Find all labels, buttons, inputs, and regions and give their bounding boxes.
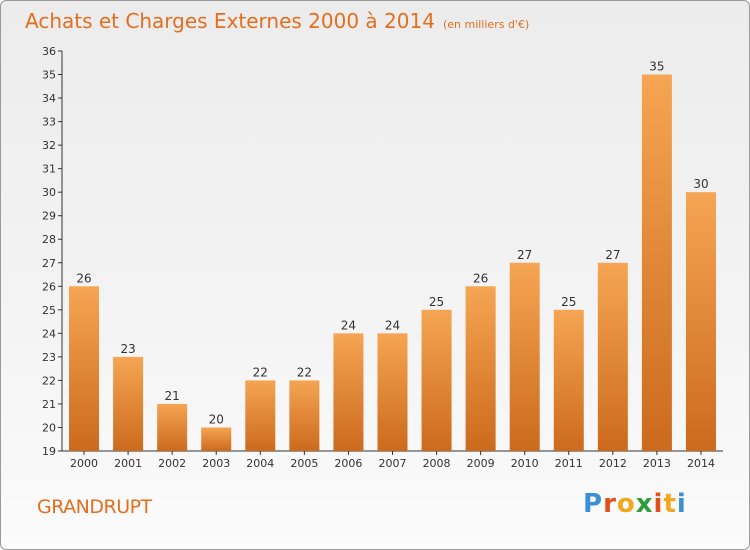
data-label: 30 (693, 177, 708, 191)
x-tick-label: 2005 (290, 457, 318, 470)
bar (641, 74, 672, 451)
x-tick-label: 2010 (511, 457, 539, 470)
data-label: 35 (649, 60, 664, 74)
x-tick-label: 2007 (379, 457, 407, 470)
bar (113, 356, 144, 451)
bar (157, 403, 188, 451)
data-label: 27 (517, 248, 532, 262)
data-label: 24 (385, 318, 400, 332)
data-label: 24 (341, 318, 356, 332)
bar (69, 286, 100, 451)
y-tick-label: 29 (42, 210, 56, 223)
x-tick-label: 2004 (246, 457, 274, 470)
y-tick-label: 24 (42, 327, 56, 340)
data-label: 20 (209, 412, 224, 426)
y-tick-label: 32 (42, 139, 56, 152)
y-tick-label: 34 (42, 92, 56, 105)
logo-letter: r (603, 489, 617, 519)
y-tick-label: 36 (42, 45, 56, 58)
y-tick-label: 19 (42, 445, 56, 458)
commune-name: GRANDRUPT (37, 496, 152, 518)
chart-title-text: Achats et Charges Externes 2000 à 2014 (25, 9, 435, 33)
logo-letter: P (583, 489, 604, 519)
y-tick-label: 30 (42, 186, 56, 199)
x-tick-label: 2002 (158, 457, 186, 470)
logo-letter: i (676, 489, 687, 519)
y-tick-label: 25 (42, 304, 56, 317)
data-label: 25 (429, 295, 444, 309)
y-tick-label: 28 (42, 233, 56, 246)
data-label: 26 (473, 271, 488, 285)
data-label: 21 (165, 389, 180, 403)
bar (509, 262, 540, 451)
x-tick-label: 2011 (555, 457, 583, 470)
bar (553, 309, 584, 451)
data-label: 22 (253, 365, 268, 379)
x-tick-label: 2006 (334, 457, 362, 470)
y-tick-label: 33 (42, 116, 56, 129)
data-label: 23 (120, 342, 135, 356)
chart-unit: (en milliers d'€) (442, 18, 530, 31)
bar (685, 192, 716, 452)
bar (289, 380, 320, 451)
bar (421, 309, 452, 451)
logo-letter: x (635, 489, 654, 519)
bar (245, 380, 276, 451)
data-label: 26 (76, 271, 91, 285)
x-tick-label: 2009 (467, 457, 495, 470)
logo-letter: i (653, 489, 664, 519)
proxiti-logo: Proxiti (583, 489, 687, 519)
data-label: 25 (561, 295, 576, 309)
y-tick-label: 20 (42, 421, 56, 434)
chart-title: Achats et Charges Externes 2000 à 2014 (e… (25, 9, 529, 33)
data-label: 22 (297, 365, 312, 379)
y-tick-label: 31 (42, 163, 56, 176)
bar (333, 333, 364, 451)
data-label: 27 (605, 248, 620, 262)
bar (201, 427, 232, 451)
y-tick-label: 27 (42, 257, 56, 270)
bar (465, 286, 496, 451)
y-tick-label: 22 (42, 374, 56, 387)
logo-letter: t (663, 489, 677, 519)
bar (597, 262, 628, 451)
x-tick-label: 2000 (70, 457, 98, 470)
x-tick-label: 2001 (114, 457, 142, 470)
logo-letter: o (616, 489, 636, 519)
x-tick-label: 2008 (423, 457, 451, 470)
y-tick-label: 35 (42, 69, 56, 82)
y-tick-label: 23 (42, 351, 56, 364)
x-tick-label: 2014 (687, 457, 715, 470)
y-tick-label: 21 (42, 398, 56, 411)
x-tick-label: 2013 (643, 457, 671, 470)
x-tick-label: 2003 (202, 457, 230, 470)
bar (377, 333, 408, 451)
y-tick-label: 26 (42, 280, 56, 293)
x-tick-label: 2012 (599, 457, 627, 470)
